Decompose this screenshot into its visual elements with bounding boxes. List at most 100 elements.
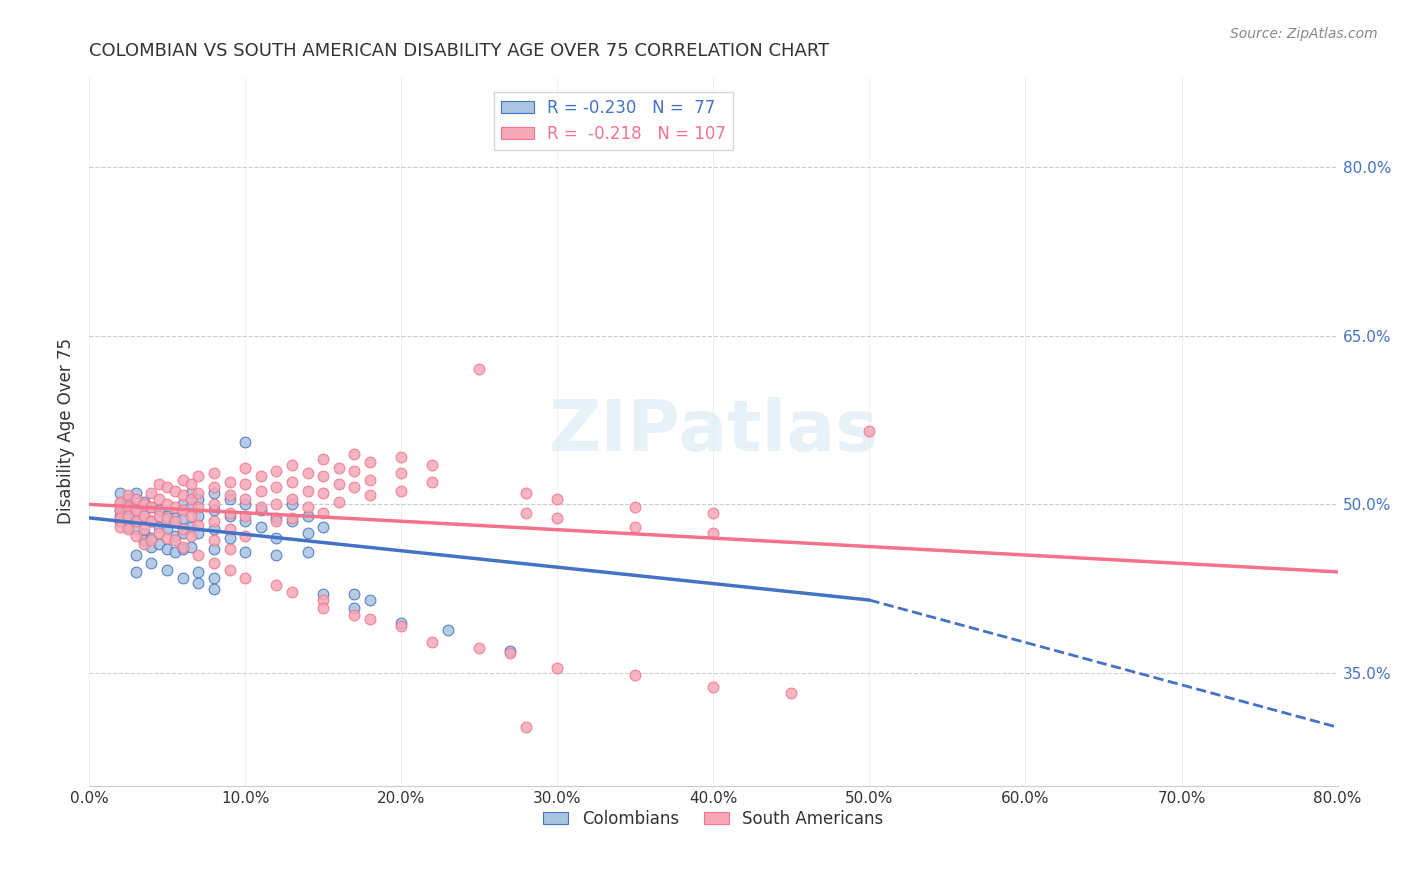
Point xyxy=(187,517,209,532)
Point xyxy=(546,491,568,506)
Point xyxy=(546,660,568,674)
Point xyxy=(281,475,304,489)
Point xyxy=(702,525,724,540)
Point xyxy=(172,542,194,557)
Point xyxy=(187,565,209,579)
Point xyxy=(202,556,225,570)
Point xyxy=(141,514,163,528)
Point xyxy=(180,477,202,491)
Point xyxy=(233,491,256,506)
Point xyxy=(281,514,304,528)
Point xyxy=(148,520,170,534)
Point xyxy=(163,544,186,558)
Point xyxy=(110,511,132,525)
Point xyxy=(125,500,148,514)
Point xyxy=(281,585,304,599)
Point xyxy=(297,466,319,480)
Point xyxy=(132,533,155,548)
Point xyxy=(281,497,304,511)
Point xyxy=(359,593,381,607)
Point xyxy=(297,525,319,540)
Point xyxy=(163,483,186,498)
Point xyxy=(172,488,194,502)
Point xyxy=(187,576,209,591)
Point xyxy=(312,507,335,521)
Point xyxy=(172,525,194,540)
Point xyxy=(202,486,225,500)
Point xyxy=(187,491,209,506)
Point xyxy=(187,469,209,483)
Point xyxy=(312,593,335,607)
Point xyxy=(180,520,202,534)
Point xyxy=(515,720,537,734)
Point xyxy=(266,531,288,545)
Point xyxy=(389,466,412,480)
Point xyxy=(125,503,148,517)
Point xyxy=(328,461,350,475)
Point xyxy=(156,511,179,525)
Point xyxy=(249,503,271,517)
Point xyxy=(110,495,132,509)
Point xyxy=(389,619,412,633)
Point xyxy=(132,508,155,523)
Point xyxy=(359,454,381,468)
Point xyxy=(218,522,240,536)
Point xyxy=(141,531,163,545)
Point xyxy=(281,458,304,472)
Point xyxy=(281,491,304,506)
Point xyxy=(266,480,288,494)
Point xyxy=(202,480,225,494)
Point xyxy=(172,540,194,554)
Point xyxy=(233,477,256,491)
Point xyxy=(187,486,209,500)
Point xyxy=(312,486,335,500)
Legend: Colombians, South Americans: Colombians, South Americans xyxy=(537,803,890,834)
Point xyxy=(172,511,194,525)
Point xyxy=(156,480,179,494)
Point xyxy=(132,537,155,551)
Point xyxy=(172,497,194,511)
Point xyxy=(156,563,179,577)
Point xyxy=(125,514,148,528)
Point xyxy=(125,548,148,562)
Point xyxy=(156,497,179,511)
Text: ZIPatlas: ZIPatlas xyxy=(548,397,879,466)
Point xyxy=(125,507,148,521)
Point xyxy=(249,469,271,483)
Point xyxy=(343,464,366,478)
Point xyxy=(148,537,170,551)
Point xyxy=(312,520,335,534)
Point xyxy=(515,507,537,521)
Point xyxy=(312,452,335,467)
Point xyxy=(233,529,256,543)
Point xyxy=(343,601,366,615)
Point xyxy=(624,668,647,682)
Point xyxy=(202,570,225,584)
Point xyxy=(233,544,256,558)
Point xyxy=(546,511,568,525)
Point xyxy=(110,520,132,534)
Point xyxy=(125,491,148,506)
Point xyxy=(359,488,381,502)
Point xyxy=(180,486,202,500)
Point xyxy=(437,624,460,638)
Point xyxy=(202,503,225,517)
Point xyxy=(180,491,202,506)
Point xyxy=(218,475,240,489)
Point xyxy=(132,495,155,509)
Point xyxy=(156,508,179,523)
Point xyxy=(312,469,335,483)
Point xyxy=(328,495,350,509)
Point xyxy=(187,508,209,523)
Point xyxy=(163,500,186,514)
Point xyxy=(180,508,202,523)
Point xyxy=(180,540,202,554)
Point xyxy=(202,533,225,548)
Point xyxy=(233,514,256,528)
Point xyxy=(156,531,179,545)
Point xyxy=(858,424,880,438)
Point xyxy=(187,500,209,514)
Point xyxy=(156,542,179,557)
Point xyxy=(110,486,132,500)
Point xyxy=(702,680,724,694)
